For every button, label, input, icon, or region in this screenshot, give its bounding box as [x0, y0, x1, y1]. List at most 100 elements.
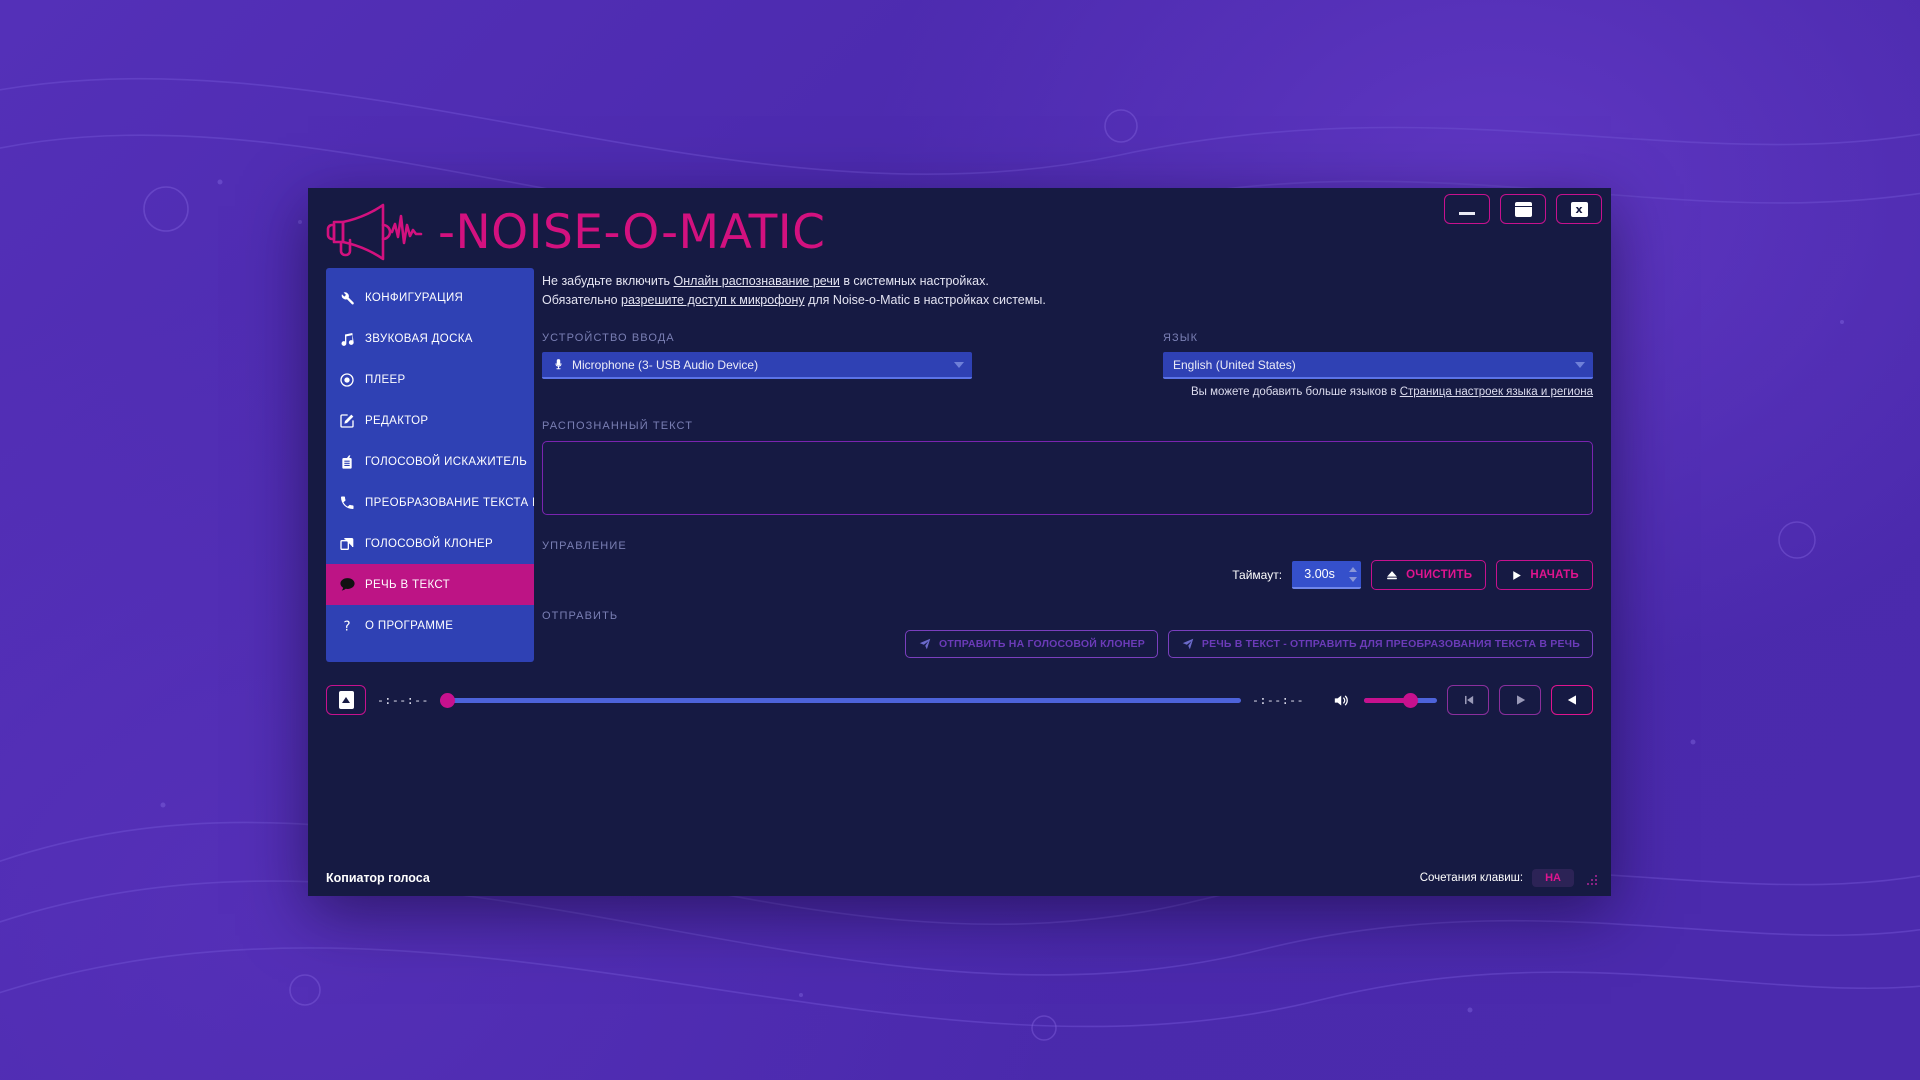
hotkey-label: Сочетания клавиш: — [1419, 872, 1524, 884]
recognized-text-label: РАСПОЗНАННЫЙ ТЕКСТ — [542, 420, 694, 432]
application-window: -NOISE-O-MATIC x КОНФИГУРАЦИЯ — [308, 188, 1611, 896]
hint-line-1: Не забудьте включить Онлайн распознавани… — [542, 272, 1593, 291]
status-title: Копиатор голоса — [326, 871, 430, 885]
input-device-label: УСТРОЙСТВО ВВОДА — [542, 332, 675, 344]
paper-plane-icon — [1181, 637, 1195, 651]
rewind-icon — [1567, 695, 1576, 705]
send-to-voice-cloner-button[interactable]: ОТПРАВИТЬ НА ГОЛОСОВОЙ КЛОНЕР — [904, 630, 1158, 658]
eject-button[interactable] — [326, 685, 366, 715]
language-settings-link[interactable]: Страница настроек языка и региона — [1399, 386, 1593, 398]
chevron-down-icon — [1575, 361, 1585, 368]
sidebar-item-player[interactable]: ПЛЕЕР — [326, 359, 534, 400]
window-body: КОНФИГУРАЦИЯ ЗВУКОВАЯ ДОСКА ПЛЕЕР РЕДАКТ… — [308, 268, 1611, 666]
wrench-icon — [338, 289, 356, 307]
seek-thumb[interactable] — [439, 692, 455, 708]
chevron-down-icon — [954, 361, 964, 368]
send-group: ОТПРАВИТЬ ОТПРАВИТЬ НА ГОЛОСОВОЙ КЛОНЕР … — [542, 610, 1593, 658]
volume-icon[interactable] — [1331, 692, 1350, 709]
sidebar-item-soundboard[interactable]: ЗВУКОВАЯ ДОСКА — [326, 318, 534, 359]
status-bar: Копиатор голоса Сочетания клавиш: НА — [308, 860, 1611, 896]
play-button[interactable] — [1499, 685, 1541, 715]
close-icon: x — [1570, 201, 1588, 217]
sidebar-item-label: ПРЕОБРАЗОВАНИЕ ТЕКСТА В РЕЧЬ — [365, 496, 534, 509]
window-controls: x — [1444, 194, 1602, 224]
close-button[interactable]: x — [1556, 194, 1602, 224]
edit-square-icon — [338, 412, 356, 430]
maximize-icon — [1514, 201, 1532, 217]
player-bar: -:--:-- -:--:-- — [326, 680, 1593, 720]
start-button-label: НАЧАТЬ — [1530, 569, 1579, 581]
play-icon — [1516, 695, 1525, 705]
minimize-icon — [1459, 211, 1475, 215]
sidebar-item-voice-changer[interactable]: ГОЛОСОВОЙ ИСКАЖИТЕЛЬ — [326, 441, 534, 482]
hotkey-toggle-badge[interactable]: НА — [1532, 869, 1574, 887]
rewind-button[interactable] — [1551, 685, 1593, 715]
svg-text:?: ? — [343, 619, 350, 633]
minimize-button[interactable] — [1444, 194, 1490, 224]
status-right-group: Сочетания клавиш: НА — [1420, 869, 1597, 887]
hint-2-prefix: Обязательно — [542, 293, 622, 307]
sidebar-item-label: ПЛЕЕР — [365, 373, 406, 386]
recognized-text-input[interactable] — [542, 441, 1593, 515]
control-section-label: УПРАВЛЕНИЕ — [542, 540, 627, 552]
send-section-label: ОТПРАВИТЬ — [542, 610, 619, 622]
sidebar-item-configuration[interactable]: КОНФИГУРАЦИЯ — [326, 277, 534, 318]
hint-2-suffix: для Noise-o-Matic в настройках системы. — [804, 293, 1046, 307]
sidebar: КОНФИГУРАЦИЯ ЗВУКОВАЯ ДОСКА ПЛЕЕР РЕДАКТ… — [326, 268, 534, 662]
sidebar-item-label: КОНФИГУРАЦИЯ — [365, 291, 464, 304]
previous-track-button[interactable] — [1447, 685, 1489, 715]
timeout-stepper[interactable]: 3.00s — [1292, 561, 1362, 589]
sidebar-item-editor[interactable]: РЕДАКТОР — [326, 400, 534, 441]
elapsed-time: -:--:-- — [377, 693, 429, 707]
title-bar: -NOISE-O-MATIC x — [308, 188, 1611, 268]
microphone-icon — [552, 357, 565, 372]
send-to-text-to-speech-button[interactable]: РЕЧЬ В ТЕКСТ - ОТПРАВИТЬ ДЛЯ ПРЕОБРАЗОВА… — [1167, 630, 1593, 658]
online-speech-recognition-link[interactable]: Онлайн распознавание речи — [673, 274, 840, 288]
total-time: -:--:-- — [1252, 693, 1304, 707]
recognized-text-group: РАСПОЗНАННЫЙ ТЕКСТ — [542, 420, 1593, 520]
language-select[interactable]: English (United States) — [1163, 352, 1593, 379]
speech-bubble-icon — [338, 576, 356, 594]
music-note-icon — [338, 330, 356, 348]
clear-button-label: ОЧИСТИТЬ — [1406, 569, 1473, 581]
sidebar-item-about[interactable]: ? О ПРОГРАММЕ — [326, 605, 534, 646]
language-note-prefix: Вы можете добавить больше языков в — [1190, 386, 1400, 398]
sidebar-item-label: РЕДАКТОР — [365, 414, 429, 427]
stepper-up-icon[interactable] — [1348, 566, 1357, 572]
send-button-label: РЕЧЬ В ТЕКСТ - ОТПРАВИТЬ ДЛЯ ПРЕОБРАЗОВА… — [1201, 638, 1580, 650]
seek-slider[interactable] — [439, 690, 1242, 710]
seek-track — [439, 697, 1242, 703]
selects-row: УСТРОЙСТВО ВВОДА Microphone (3- USB Audi… — [542, 332, 1593, 398]
start-button[interactable]: НАЧАТЬ — [1496, 560, 1593, 590]
question-mark-icon: ? — [338, 617, 356, 635]
sidebar-item-text-to-speech[interactable]: ПРЕОБРАЗОВАНИЕ ТЕКСТА В РЕЧЬ — [326, 482, 534, 523]
sidebar-item-label: РЕЧЬ В ТЕКСТ — [365, 578, 451, 591]
clear-button[interactable]: ОЧИСТИТЬ — [1371, 560, 1487, 590]
sidebar-item-label: О ПРОГРАММЕ — [365, 619, 454, 632]
sidebar-item-label: ЗВУКОВАЯ ДОСКА — [365, 332, 473, 345]
system-hints: Не забудьте включить Онлайн распознавани… — [542, 268, 1593, 310]
input-device-select[interactable]: Microphone (3- USB Audio Device) — [542, 352, 972, 379]
timeout-label: Таймаут: — [1232, 568, 1283, 582]
language-label: ЯЗЫК — [1163, 332, 1199, 344]
language-group: ЯЗЫК English (United States) Вы можете д… — [1163, 332, 1593, 398]
sidebar-item-speech-to-text[interactable]: РЕЧЬ В ТЕКСТ — [326, 564, 534, 605]
play-icon — [1510, 569, 1523, 582]
sidebar-item-voice-cloner[interactable]: ГОЛОСОВОЙ КЛОНЕР — [326, 523, 534, 564]
send-row: ОТПРАВИТЬ НА ГОЛОСОВОЙ КЛОНЕР РЕЧЬ В ТЕК… — [542, 630, 1593, 658]
copy-icon — [338, 535, 356, 553]
volume-fill — [1364, 697, 1411, 703]
eraser-icon — [1385, 569, 1399, 582]
timeout-value: 3.00s — [1304, 567, 1335, 581]
sidebar-item-label: ГОЛОСОВОЙ КЛОНЕР — [365, 537, 494, 550]
volume-slider[interactable] — [1364, 690, 1437, 710]
megaphone-waveform-icon — [326, 203, 423, 261]
resize-grip-icon[interactable] — [1583, 871, 1597, 885]
skip-previous-icon — [1464, 695, 1473, 705]
stepper-down-icon[interactable] — [1348, 576, 1357, 582]
microphone-access-link[interactable]: разрешите доступ к микрофону — [621, 293, 805, 307]
app-logo: -NOISE-O-MATIC — [326, 200, 825, 264]
paper-plane-icon — [918, 637, 932, 651]
volume-thumb[interactable] — [1403, 692, 1419, 708]
maximize-button[interactable] — [1500, 194, 1546, 224]
